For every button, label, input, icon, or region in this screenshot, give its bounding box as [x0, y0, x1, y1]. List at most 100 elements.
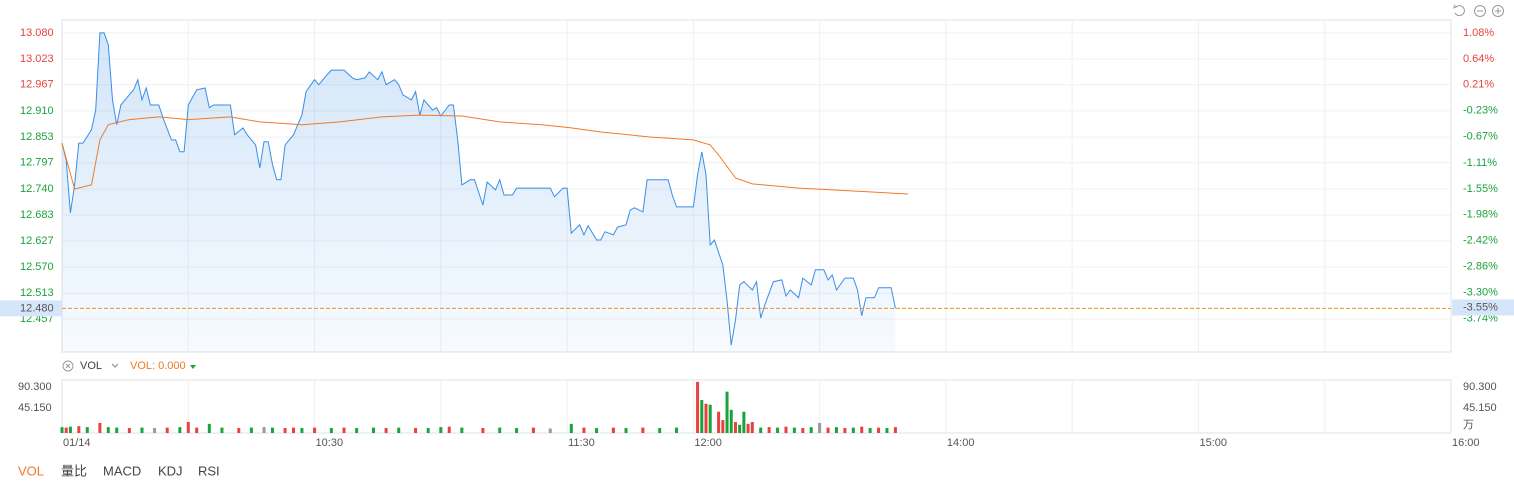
volume-bar: [624, 428, 628, 433]
volume-bar: [834, 427, 838, 433]
volume-bar: [531, 427, 535, 433]
volume-bar: [826, 427, 830, 433]
toolbar: [1452, 4, 1504, 17]
volume-bar: [414, 428, 418, 433]
last-price-box: [0, 300, 62, 317]
volume-bar: [283, 428, 287, 433]
volume-bar: [877, 427, 881, 433]
volume-bar: [851, 427, 855, 433]
volume-bar: [885, 428, 889, 433]
volume-bar: [342, 427, 346, 433]
volume-bar: [696, 381, 700, 433]
last-change-label: -3.55%: [1463, 301, 1498, 313]
volume-bar: [178, 427, 182, 433]
price-line: [61, 32, 896, 346]
volume-bar: [784, 426, 788, 433]
indicator-value: VOL: 0.000: [130, 360, 186, 372]
volume-bar: [220, 427, 224, 433]
y-tick-label: 12.967: [20, 79, 54, 91]
x-tick-label: 15:00: [1199, 437, 1227, 449]
last-price-label: 12.480: [20, 302, 54, 314]
x-tick-label: 16:00: [1452, 437, 1480, 449]
volume-bar: [792, 427, 796, 433]
y-tick-label: 13.080: [20, 27, 54, 39]
volume-bar: [729, 409, 733, 433]
volume-bar: [717, 411, 721, 433]
volume-bar: [721, 420, 725, 433]
y2-tick-label: -2.86%: [1463, 261, 1498, 273]
volume-bar: [186, 422, 190, 433]
volume-bar: [397, 427, 401, 433]
volume-bar: [249, 427, 253, 433]
volume-bar: [262, 427, 266, 433]
x-tick-label: 11:30: [568, 437, 595, 449]
y-tick-label: 12.683: [20, 209, 54, 221]
zoom-in-button[interactable]: [1492, 5, 1504, 17]
y2-tick-label: 1.08%: [1463, 27, 1494, 39]
volume-bar: [329, 428, 333, 433]
y2-tick-label: 45.150: [1463, 402, 1497, 414]
volume-bar: [195, 427, 199, 433]
volume-bar: [738, 424, 742, 433]
reset-button[interactable]: [1452, 4, 1465, 17]
indicator-tab[interactable]: MACD: [103, 463, 141, 478]
volume-bar: [595, 428, 599, 433]
indicator-tab[interactable]: RSI: [198, 463, 220, 478]
volume-bar: [498, 427, 502, 433]
volume-bar: [860, 426, 864, 433]
volume-bar: [776, 427, 780, 433]
volume-bar: [127, 428, 131, 433]
volume-bar: [725, 391, 729, 433]
y2-tick-label: 0.64%: [1463, 53, 1494, 65]
volume-bar: [98, 422, 102, 433]
y-tick-label: 45.150: [18, 402, 52, 414]
x-tick-label: 12:00: [694, 437, 722, 449]
y2-tick-label: 0.21%: [1463, 79, 1494, 91]
volume-bar: [237, 428, 241, 433]
volume-bar: [843, 428, 847, 433]
indicator-tabs: VOL 量比 MACD KDJ RSI: [18, 463, 220, 478]
x-tick-label: 14:00: [947, 437, 975, 449]
volume-bar: [708, 404, 712, 433]
indicator-tab[interactable]: KDJ: [158, 463, 183, 478]
y2-tick-label: -1.11%: [1463, 157, 1497, 169]
indicator-dropdown[interactable]: [111, 363, 119, 368]
indicator-name: VOL: [80, 360, 102, 372]
volume-panel: 90.300 90.300 45.150 45.150 01/14 10:30 11:30 1…: [18, 379, 1497, 449]
y2-tick-label: -0.23%: [1463, 105, 1498, 117]
y2-tick-label: -2.42%: [1463, 234, 1498, 246]
volume-bar: [641, 427, 645, 433]
volume-bar: [115, 427, 119, 433]
volume-bar: [355, 428, 359, 433]
volume-bar: [767, 427, 771, 433]
volume-bar: [300, 428, 304, 433]
y2-tick-label: -0.67%: [1463, 131, 1498, 143]
y-tick-label: 12.740: [20, 183, 54, 195]
y-tick-label: 12.627: [20, 235, 54, 247]
volume-bar: [759, 427, 763, 433]
volume-bar: [704, 403, 708, 433]
volume-bar: [68, 426, 72, 433]
volume-bar: [447, 426, 451, 433]
indicator-tab[interactable]: VOL: [18, 463, 44, 478]
close-indicator-button[interactable]: [62, 360, 74, 372]
volume-bar: [60, 427, 64, 433]
volume-bar: [140, 427, 144, 433]
volume-bar: [750, 422, 754, 433]
y-tick-label: 12.513: [20, 287, 54, 299]
volume-bar: [801, 428, 805, 433]
volume-bar: [675, 427, 679, 433]
volume-bar: [700, 400, 704, 433]
volume-bar: [292, 427, 295, 433]
indicator-arrow: [190, 365, 196, 369]
volume-bar: [893, 427, 897, 433]
last-change-box: [1452, 299, 1514, 316]
zoom-out-button[interactable]: [1474, 5, 1486, 17]
average-line: [61, 114, 909, 195]
volume-bar: [270, 427, 274, 433]
volume-bar: [481, 428, 485, 433]
y2-tick-label: -1.55%: [1463, 183, 1498, 195]
indicator-tab[interactable]: 量比: [61, 463, 87, 478]
x-tick-label: 10:30: [316, 437, 344, 449]
